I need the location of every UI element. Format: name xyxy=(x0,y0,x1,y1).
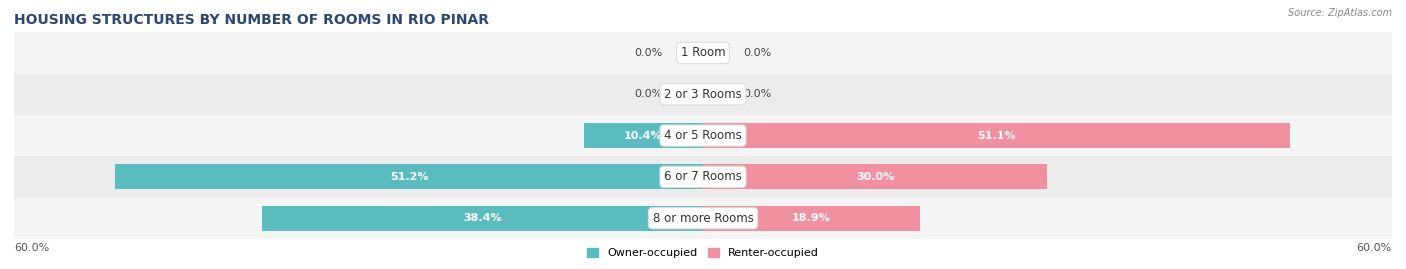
Text: 51.1%: 51.1% xyxy=(977,130,1015,141)
Bar xyxy=(583,123,703,148)
Bar xyxy=(262,206,703,231)
Text: 60.0%: 60.0% xyxy=(14,243,49,253)
Text: 0.0%: 0.0% xyxy=(744,89,772,99)
Text: 0.0%: 0.0% xyxy=(634,89,662,99)
Bar xyxy=(14,32,1392,74)
Text: 4 or 5 Rooms: 4 or 5 Rooms xyxy=(664,129,742,142)
Bar xyxy=(703,206,920,231)
Bar xyxy=(14,156,1392,197)
Text: 0.0%: 0.0% xyxy=(744,48,772,58)
Text: 30.0%: 30.0% xyxy=(856,172,894,182)
Text: 0.0%: 0.0% xyxy=(634,48,662,58)
Text: Source: ZipAtlas.com: Source: ZipAtlas.com xyxy=(1288,8,1392,18)
Bar xyxy=(115,164,703,189)
Bar xyxy=(14,197,1392,239)
Text: 60.0%: 60.0% xyxy=(1357,243,1392,253)
Bar xyxy=(14,74,1392,115)
Bar xyxy=(14,115,1392,156)
Text: 6 or 7 Rooms: 6 or 7 Rooms xyxy=(664,170,742,183)
Text: 8 or more Rooms: 8 or more Rooms xyxy=(652,212,754,225)
Legend: Owner-occupied, Renter-occupied: Owner-occupied, Renter-occupied xyxy=(582,243,824,263)
Text: 2 or 3 Rooms: 2 or 3 Rooms xyxy=(664,88,742,101)
Text: HOUSING STRUCTURES BY NUMBER OF ROOMS IN RIO PINAR: HOUSING STRUCTURES BY NUMBER OF ROOMS IN… xyxy=(14,13,489,27)
Text: 1 Room: 1 Room xyxy=(681,47,725,59)
Text: 51.2%: 51.2% xyxy=(389,172,429,182)
Text: 10.4%: 10.4% xyxy=(624,130,662,141)
Text: 38.4%: 38.4% xyxy=(463,213,502,223)
Bar xyxy=(703,164,1047,189)
Bar xyxy=(703,123,1289,148)
Text: 18.9%: 18.9% xyxy=(792,213,831,223)
